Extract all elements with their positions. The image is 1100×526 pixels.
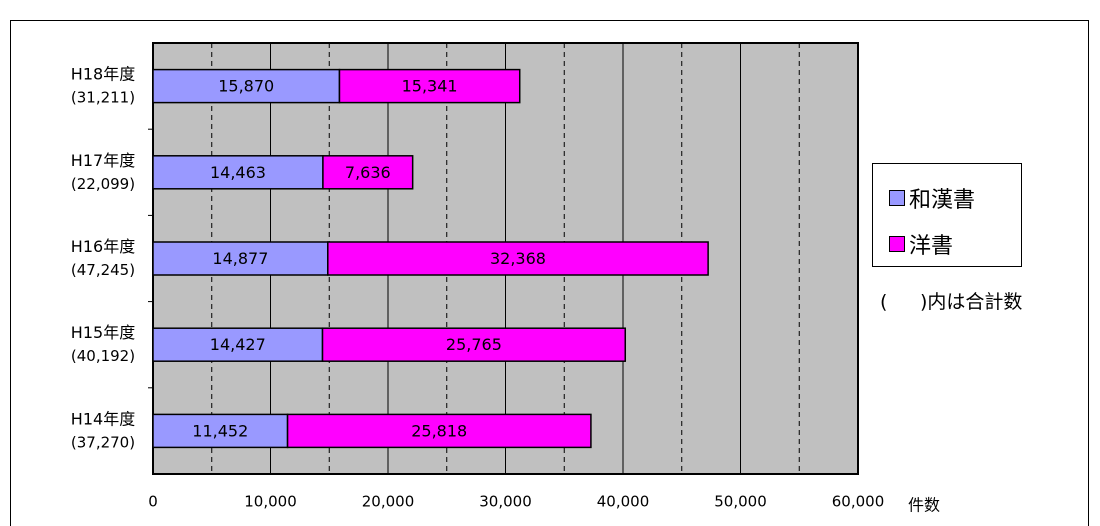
y-tick-label: H18年度 <box>71 65 135 84</box>
x-tick-label: 30,000 <box>479 493 532 511</box>
legend-item-series-2: 洋書 <box>889 230 954 259</box>
bar-series-2 <box>286 413 592 449</box>
legend-note-open: ( <box>880 291 888 313</box>
x-tick-label: 60,000 <box>832 493 885 511</box>
bar-series-1 <box>152 413 289 449</box>
bar-value-label: 25,765 <box>446 335 502 354</box>
y-tick-label: H14年度 <box>71 409 135 428</box>
legend: 和漢書 洋書 <box>872 163 1022 267</box>
bar-series-2 <box>327 241 709 276</box>
x-tick-label: 50,000 <box>714 493 767 511</box>
bar-series-2 <box>321 327 627 362</box>
legend-item-series-1: 和漢書 <box>889 184 976 213</box>
x-axis-label: 件数 <box>908 496 940 515</box>
bar-series-2 <box>338 68 521 104</box>
bar-series-1 <box>152 241 329 276</box>
bar-value-label: 11,452 <box>192 421 248 440</box>
bar-value-label: 15,870 <box>218 77 274 96</box>
bar-value-label: 7,636 <box>345 163 391 182</box>
y-tick-total: (47,245) <box>71 261 135 279</box>
y-tick-label: H15年度 <box>71 323 135 342</box>
bar-value-label: 14,463 <box>210 163 266 182</box>
legend-note-text: )内は合計数 <box>920 291 1023 313</box>
legend-label-series-2: 洋書 <box>909 234 954 259</box>
legend-label-series-1: 和漢書 <box>909 188 976 213</box>
y-tick-total: (31,211) <box>71 89 135 107</box>
x-tick-label: 0 <box>148 493 158 511</box>
bar-series-2 <box>322 155 414 190</box>
bar-value-label: 32,368 <box>490 249 546 268</box>
legend-note: ( )内は合計数 <box>880 287 1022 314</box>
y-tick-label: H17年度 <box>71 151 135 170</box>
y-tick-total: (37,270) <box>71 433 135 451</box>
bar-value-label: 14,427 <box>210 335 266 354</box>
bar-value-label: 14,877 <box>212 249 268 268</box>
bar-value-label: 15,341 <box>402 77 458 96</box>
y-tick-total: (40,192) <box>71 347 135 365</box>
x-tick-label: 20,000 <box>362 493 415 511</box>
x-tick-label: 40,000 <box>597 493 650 511</box>
bar-series-1 <box>152 68 341 104</box>
y-tick-total: (22,099) <box>71 175 135 193</box>
y-tick-label: H16年度 <box>71 237 135 256</box>
bar-series-1 <box>152 155 324 190</box>
legend-swatch-series-2 <box>889 236 905 252</box>
x-tick-label: 10,000 <box>244 493 297 511</box>
legend-swatch-series-1 <box>889 190 905 206</box>
chart-frame <box>10 20 1089 526</box>
bar-value-label: 25,818 <box>411 421 467 440</box>
